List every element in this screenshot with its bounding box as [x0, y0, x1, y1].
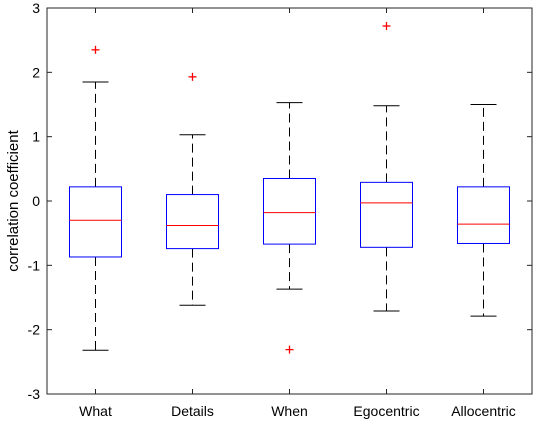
y-axis: -3 -2 -1 0 1 2 3: [28, 0, 532, 402]
interquartile-box: [263, 177, 316, 245]
x-tick-label: Details: [171, 403, 214, 419]
y-tick-label: 1: [32, 129, 40, 145]
outlier-marker: [285, 345, 294, 354]
x-tick-label: What: [79, 403, 112, 419]
y-tick-label: 3: [32, 0, 40, 16]
outlier-marker: [382, 22, 391, 31]
axes-box: [46, 7, 533, 395]
box-when: [263, 102, 316, 354]
interquartile-box: [360, 181, 413, 248]
x-tick-label: Egocentric: [353, 403, 419, 419]
box-details: [166, 72, 219, 306]
x-axis: What Details When Egocentric Allocentric: [79, 8, 516, 419]
y-tick-label: 2: [32, 64, 40, 80]
outlier-marker: [188, 72, 197, 81]
box-what: [69, 45, 122, 351]
box-allocentric: [457, 104, 510, 317]
interquartile-box: [166, 194, 219, 250]
axes-frame: [46, 7, 533, 395]
y-tick-label: -3: [28, 386, 41, 402]
y-axis-label: correlation coefficient: [5, 129, 22, 271]
y-tick-label: 0: [32, 193, 40, 209]
x-tick-label: When: [271, 403, 308, 419]
plot-area: [69, 22, 510, 354]
interquartile-box: [69, 186, 122, 258]
y-tick-label: -2: [28, 322, 41, 338]
y-tick-label: -1: [28, 257, 41, 273]
interquartile-box: [457, 186, 510, 244]
box-egocentric: [360, 22, 413, 312]
x-tick-label: Allocentric: [451, 403, 516, 419]
outlier-marker: [91, 45, 100, 54]
